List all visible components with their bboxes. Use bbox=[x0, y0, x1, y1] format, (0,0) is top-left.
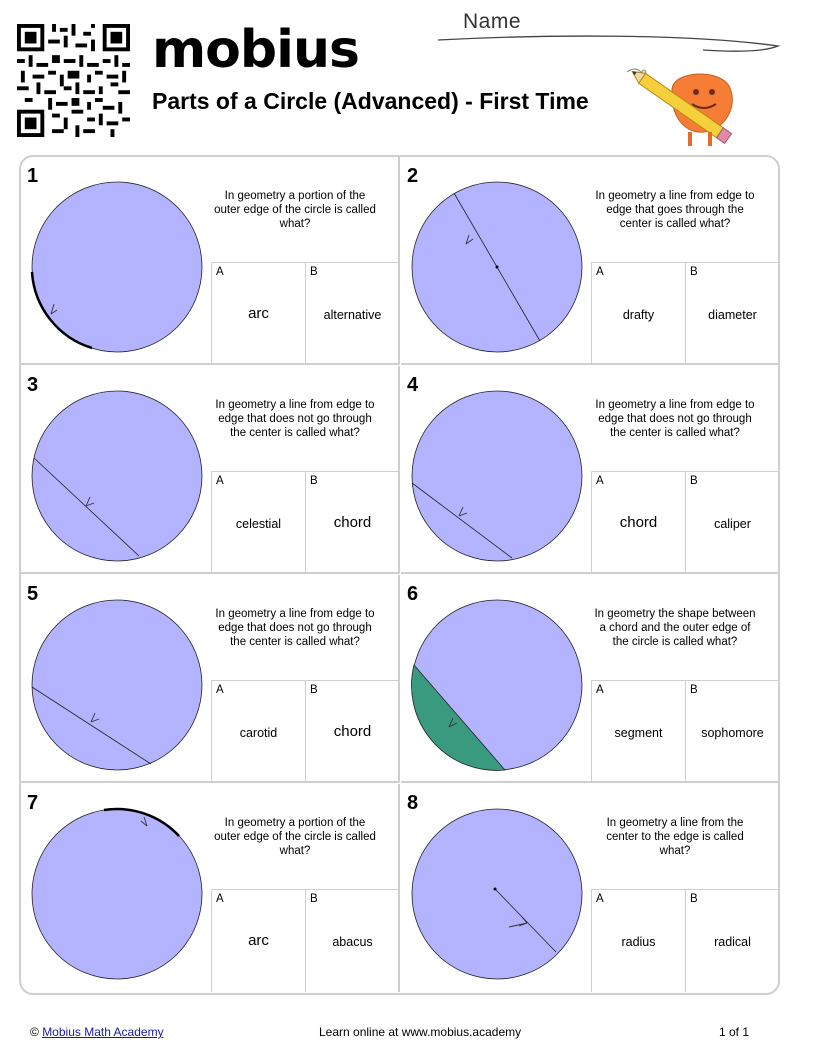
option-a-letter: A bbox=[596, 266, 604, 278]
option-b-letter: B bbox=[310, 266, 318, 278]
option-a-letter: A bbox=[216, 684, 224, 696]
mobius-logo: mobius bbox=[152, 20, 360, 80]
name-field-line[interactable] bbox=[433, 30, 783, 60]
option-a-button[interactable]: A chord bbox=[591, 471, 685, 574]
option-a-letter: A bbox=[216, 893, 224, 905]
option-b-text: radical bbox=[714, 935, 751, 949]
option-b-letter: B bbox=[690, 266, 698, 278]
question-text: In geometry a line from edge to edge tha… bbox=[595, 190, 755, 230]
circle-diagram bbox=[30, 181, 203, 353]
option-a-button[interactable]: A carotid bbox=[211, 680, 305, 783]
circle-diagram bbox=[411, 181, 583, 353]
option-b-button[interactable]: B caliper bbox=[685, 471, 778, 574]
question-number: 7 bbox=[27, 792, 39, 814]
option-b-text: chord bbox=[333, 723, 372, 740]
option-b-letter: B bbox=[690, 893, 698, 905]
question-number: 1 bbox=[27, 165, 39, 187]
circle-diagram bbox=[31, 807, 203, 980]
option-a-button[interactable]: A arc bbox=[211, 889, 305, 992]
copyright-symbol: © bbox=[30, 1025, 39, 1039]
option-b-button[interactable]: B chord bbox=[305, 680, 399, 783]
question-card: 4 In geometry a line from edge to edge t… bbox=[401, 366, 778, 574]
option-b-button[interactable]: B sophomore bbox=[685, 680, 778, 783]
circle-diagram bbox=[411, 808, 583, 980]
option-a-letter: A bbox=[596, 475, 604, 487]
option-b-text: sophomore bbox=[701, 726, 764, 740]
footer-learn-online: Learn online at www.mobius.academy bbox=[319, 1025, 522, 1039]
question-card: 5 In geometry a line from edge to edge t… bbox=[21, 575, 400, 783]
option-a-text: carotid bbox=[239, 726, 278, 740]
option-a-text: celestial bbox=[235, 517, 282, 531]
option-b-text: alternative bbox=[323, 308, 382, 322]
question-card: 3 In geometry a line from edge to edge t… bbox=[21, 366, 400, 574]
option-a-text: segment bbox=[614, 726, 663, 740]
option-b-text: abacus bbox=[332, 935, 373, 949]
option-b-letter: B bbox=[690, 475, 698, 487]
footer-copyright: © Mobius Math Academy bbox=[30, 1025, 164, 1039]
question-text: In geometry a line from edge to edge tha… bbox=[215, 399, 375, 439]
option-b-button[interactable]: B abacus bbox=[305, 889, 399, 992]
question-card: 1 In geometry a portion of the outer edg… bbox=[21, 157, 400, 365]
option-b-button[interactable]: B diameter bbox=[685, 262, 778, 365]
option-a-letter: A bbox=[596, 893, 604, 905]
qr-code bbox=[17, 24, 130, 137]
academy-link[interactable]: Mobius Math Academy bbox=[42, 1025, 164, 1039]
circle-diagram bbox=[31, 599, 203, 771]
question-text: In geometry a line from the center to th… bbox=[606, 817, 744, 857]
page-title: Parts of a Circle (Advanced) - First Tim… bbox=[152, 88, 589, 114]
option-a-text: chord bbox=[619, 514, 658, 531]
option-b-button[interactable]: B radical bbox=[685, 889, 778, 992]
question-number: 6 bbox=[407, 583, 419, 605]
option-b-button[interactable]: B alternative bbox=[305, 262, 399, 365]
option-a-text: arc bbox=[248, 305, 269, 322]
option-a-text: arc bbox=[248, 932, 269, 949]
question-card: 7 In geometry a portion of the outer edg… bbox=[21, 784, 400, 992]
option-a-button[interactable]: A segment bbox=[591, 680, 685, 783]
circle-diagram bbox=[411, 390, 583, 562]
question-text: In geometry a line from edge to edge tha… bbox=[215, 608, 375, 648]
option-b-button[interactable]: B chord bbox=[305, 471, 399, 574]
option-a-button[interactable]: A arc bbox=[211, 262, 305, 365]
question-text: In geometry a line from edge to edge tha… bbox=[595, 399, 755, 439]
question-card: 8 In geometry a line from the center to … bbox=[401, 784, 778, 992]
question-number: 8 bbox=[407, 792, 419, 814]
question-card: 2 In geometry a line from edge to edge t… bbox=[401, 157, 778, 365]
circle-diagram bbox=[411, 599, 583, 771]
option-b-letter: B bbox=[690, 684, 698, 696]
option-b-text: caliper bbox=[714, 517, 751, 531]
option-b-text: diameter bbox=[708, 308, 757, 322]
option-a-button[interactable]: A radius bbox=[591, 889, 685, 992]
option-a-letter: A bbox=[216, 475, 224, 487]
option-a-letter: A bbox=[596, 684, 604, 696]
option-a-text: radius bbox=[621, 935, 656, 949]
option-a-letter: A bbox=[216, 266, 224, 278]
question-number: 3 bbox=[27, 374, 39, 396]
circle-diagram bbox=[31, 390, 203, 562]
question-number: 5 bbox=[27, 583, 39, 605]
question-text: In geometry the shape between a chord an… bbox=[594, 608, 756, 648]
option-a-button[interactable]: A celestial bbox=[211, 471, 305, 574]
question-grid: 1 In geometry a portion of the outer edg… bbox=[19, 155, 780, 995]
question-number: 4 bbox=[407, 374, 419, 396]
question-card: 6 In geometry the shape between a chord … bbox=[401, 575, 778, 783]
question-text: In geometry a portion of the outer edge … bbox=[214, 817, 376, 857]
option-b-letter: B bbox=[310, 475, 318, 487]
question-text: In geometry a portion of the outer edge … bbox=[214, 190, 376, 230]
option-a-text: drafty bbox=[622, 308, 655, 322]
mascot-illustration bbox=[626, 68, 733, 146]
name-label: Name bbox=[463, 10, 522, 33]
option-b-letter: B bbox=[310, 684, 318, 696]
option-b-text: chord bbox=[333, 514, 372, 531]
option-b-letter: B bbox=[310, 893, 318, 905]
footer-page-number: 1 of 1 bbox=[719, 1025, 750, 1039]
question-number: 2 bbox=[407, 165, 419, 187]
option-a-button[interactable]: A drafty bbox=[591, 262, 685, 365]
